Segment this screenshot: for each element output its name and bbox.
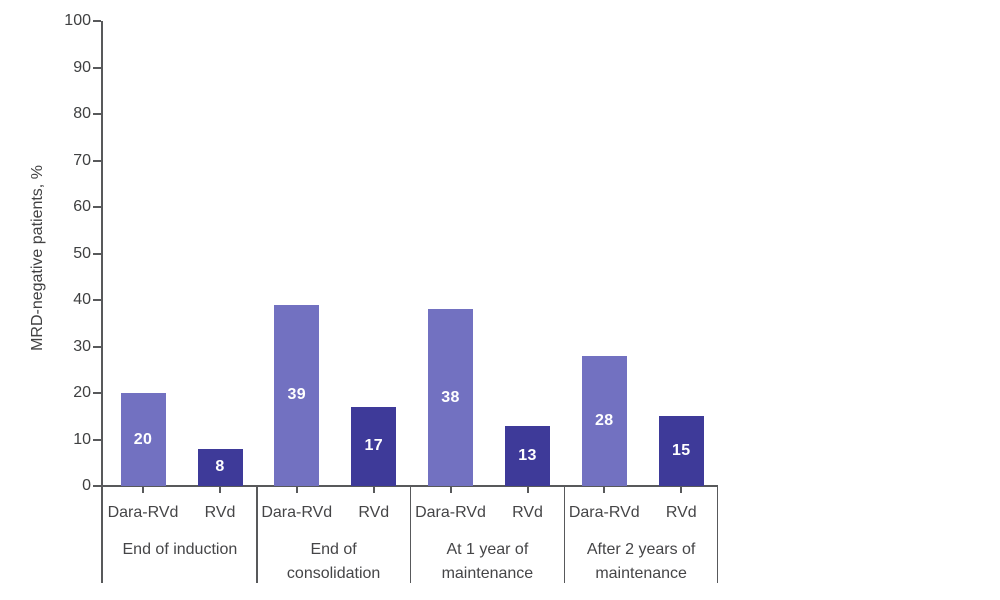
- group-label: End of consolidation: [257, 538, 411, 586]
- plot-right-border: [716, 485, 718, 583]
- y-tick-mark: [93, 299, 101, 301]
- y-tick-label: 90: [73, 58, 91, 76]
- x-tick-mark: [680, 486, 683, 493]
- x-tick-mark: [526, 486, 529, 493]
- group-label-line: End of: [310, 541, 357, 558]
- group-label: After 2 years of maintenance: [564, 538, 718, 586]
- y-tick-label: 80: [73, 105, 91, 122]
- y-tick-label: 40: [73, 291, 91, 308]
- bar-value-label: 20: [133, 430, 153, 448]
- group-label-line: End of induction: [122, 541, 238, 558]
- series-label: RVd: [358, 504, 390, 521]
- bar-rvd: 13: [505, 425, 550, 486]
- y-tick-mark: [93, 345, 101, 348]
- y-tick-label: 100: [64, 12, 91, 29]
- group-label-line: At 1 year of: [446, 541, 529, 558]
- bar-rvd: 15: [658, 416, 704, 486]
- bar-value-label: 13: [518, 446, 537, 464]
- x-tick-mark: [372, 486, 375, 493]
- x-tick-mark: [142, 486, 144, 493]
- y-tick-label: 70: [73, 151, 91, 169]
- y-tick-mark: [93, 438, 101, 441]
- series-label: Dara-RVd: [261, 504, 333, 521]
- y-tick-label: 0: [82, 477, 91, 494]
- series-label: RVd: [204, 504, 236, 521]
- y-tick-mark: [93, 159, 101, 162]
- series-label: RVd: [665, 504, 697, 521]
- group-label-line: maintenance: [595, 565, 687, 582]
- x-tick-mark: [603, 486, 606, 493]
- series-label: Dara-RVd: [415, 504, 486, 521]
- y-tick-mark: [93, 66, 101, 69]
- x-axis-line: [101, 485, 718, 487]
- y-tick-label: 20: [73, 384, 91, 401]
- y-tick-mark: [93, 252, 101, 255]
- y-tick-mark: [93, 113, 101, 115]
- x-tick-mark: [295, 486, 298, 493]
- y-tick-label: 60: [73, 198, 91, 215]
- y-tick-label: 30: [73, 337, 91, 355]
- group-separator-line: [563, 485, 565, 583]
- group-separator-line: [409, 485, 412, 583]
- series-label: Dara-RVd: [568, 504, 640, 521]
- y-tick-mark: [93, 20, 101, 22]
- group-label-line: consolidation: [286, 565, 381, 582]
- bar-rvd: 8: [197, 448, 243, 486]
- y-tick-mark: [93, 392, 101, 394]
- y-tick-label: 10: [73, 430, 91, 448]
- bar-value-label: 28: [595, 411, 614, 429]
- x-tick-mark: [449, 486, 452, 493]
- bar-dara-rvd: 38: [428, 309, 473, 486]
- group-label-line: maintenance: [441, 565, 534, 582]
- group-label: At 1 year of maintenance: [411, 538, 565, 586]
- bar-value-label: 15: [672, 442, 691, 460]
- bar-value-label: 17: [364, 437, 383, 455]
- bar-rvd: 17: [351, 406, 397, 486]
- bar-value-label: 38: [441, 388, 460, 406]
- group-label-line: After 2 years of: [586, 541, 696, 558]
- x-tick-mark: [219, 486, 221, 493]
- y-tick-mark: [93, 485, 101, 487]
- y-tick-mark: [93, 206, 101, 208]
- series-label: RVd: [512, 504, 543, 521]
- bar-dara-rvd: 20: [120, 393, 166, 486]
- bar-dara-rvd: 28: [581, 355, 627, 486]
- y-axis-line: [101, 21, 103, 583]
- y-tick-label: 50: [73, 244, 91, 262]
- group-separator-line: [256, 485, 258, 583]
- bar-value-label: 39: [287, 386, 306, 404]
- bar-value-label: 8: [215, 458, 225, 476]
- series-label: Dara-RVd: [107, 504, 179, 521]
- bar-dara-rvd: 39: [274, 304, 320, 486]
- group-label: End of induction: [103, 538, 257, 562]
